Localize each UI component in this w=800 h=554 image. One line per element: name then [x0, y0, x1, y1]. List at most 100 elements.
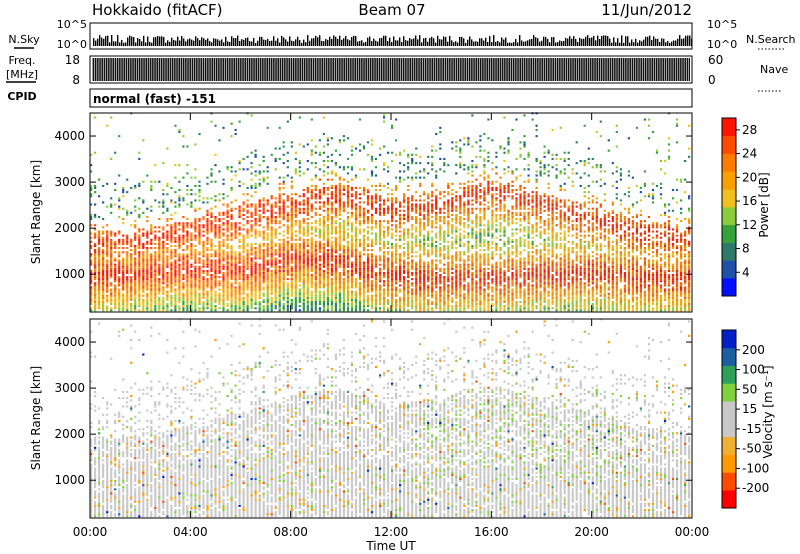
range-cell	[411, 267, 414, 270]
range-cell	[282, 153, 285, 156]
range-cell	[198, 240, 201, 243]
range-cell	[138, 236, 141, 239]
range-cell	[106, 245, 109, 248]
range-cell	[306, 255, 309, 258]
noise-mark	[217, 39, 219, 46]
range-cell	[126, 278, 129, 281]
range-cell	[314, 292, 317, 295]
range-cell	[338, 305, 342, 308]
range-cell	[314, 251, 317, 254]
range-cell	[403, 218, 406, 221]
range-cell	[110, 259, 113, 262]
range-cell	[383, 232, 386, 235]
range-cell	[94, 151, 97, 154]
range-cell	[294, 203, 297, 206]
range-cell	[387, 278, 390, 281]
range-cell	[447, 298, 450, 301]
range-cell	[150, 224, 153, 227]
range-cell	[270, 261, 273, 264]
range-cell	[178, 296, 181, 299]
range-cell	[286, 213, 289, 216]
range-cell	[302, 209, 305, 212]
range-cell	[198, 228, 201, 231]
range-cell	[222, 211, 225, 214]
noise-mark	[289, 36, 291, 46]
range-cell	[278, 207, 281, 210]
range-cell	[354, 191, 358, 194]
range-cell	[330, 286, 334, 289]
frequency-stripe	[463, 58, 465, 81]
range-cell	[282, 296, 285, 299]
range-cell	[403, 178, 406, 181]
range-cell	[206, 220, 209, 223]
range-cell	[411, 278, 414, 281]
range-cell	[431, 216, 434, 219]
range-cell	[302, 245, 305, 248]
range-cell	[423, 274, 426, 277]
range-cell	[154, 296, 157, 299]
noise-mark	[229, 42, 231, 46]
range-cell	[234, 207, 237, 210]
range-cell	[298, 209, 301, 212]
noise-mark	[561, 41, 563, 46]
range-cell	[443, 220, 446, 223]
range-cell	[214, 164, 217, 167]
range-cell	[358, 242, 362, 245]
range-cell	[415, 191, 418, 194]
range-cell	[134, 269, 137, 272]
range-cell	[350, 263, 354, 266]
range-cell	[282, 274, 285, 277]
range-cell	[90, 245, 93, 248]
range-cell	[266, 228, 269, 231]
noise-mark	[421, 42, 423, 46]
range-cell	[122, 294, 125, 297]
range-cell	[306, 230, 309, 233]
range-cell	[350, 255, 354, 258]
noise-mark	[163, 37, 165, 46]
range-cell	[170, 232, 173, 235]
range-cell	[230, 257, 233, 260]
range-cell	[242, 238, 245, 241]
range-cell	[254, 286, 257, 289]
range-cell	[350, 186, 354, 189]
range-cell	[415, 263, 418, 266]
range-cell	[435, 174, 438, 177]
range-cell	[322, 255, 326, 258]
range-cell	[306, 303, 309, 306]
range-cell	[166, 236, 169, 239]
range-cell	[290, 224, 293, 227]
range-cell	[170, 251, 173, 254]
noise-mark	[405, 40, 407, 46]
range-cell	[214, 224, 217, 227]
range-cell	[399, 180, 402, 183]
noise-mark	[493, 35, 495, 46]
noise-mark	[209, 41, 211, 46]
range-cell	[226, 274, 229, 277]
range-cell	[194, 168, 197, 171]
range-cell	[374, 290, 378, 293]
range-cell	[138, 157, 141, 160]
range-cell	[298, 249, 301, 252]
range-cell	[286, 226, 289, 229]
range-cell	[379, 267, 382, 270]
range-cell	[383, 259, 386, 262]
range-cell	[423, 228, 426, 231]
range-cell	[399, 153, 402, 156]
noise-mark	[323, 41, 325, 46]
range-cell	[262, 178, 265, 181]
range-cell	[423, 193, 426, 196]
range-cell	[314, 189, 317, 192]
range-cell	[306, 242, 309, 245]
range-cell	[178, 288, 181, 291]
range-cell	[106, 261, 109, 264]
range-cell	[194, 309, 197, 312]
range-cell	[310, 251, 313, 254]
range-cell	[310, 232, 313, 235]
range-cell	[118, 199, 121, 202]
range-cell	[330, 232, 334, 235]
range-cell	[362, 209, 366, 212]
frequency-stripe	[604, 58, 606, 81]
frequency-stripe	[257, 58, 258, 81]
range-cell	[431, 162, 434, 165]
range-cell	[202, 309, 205, 312]
